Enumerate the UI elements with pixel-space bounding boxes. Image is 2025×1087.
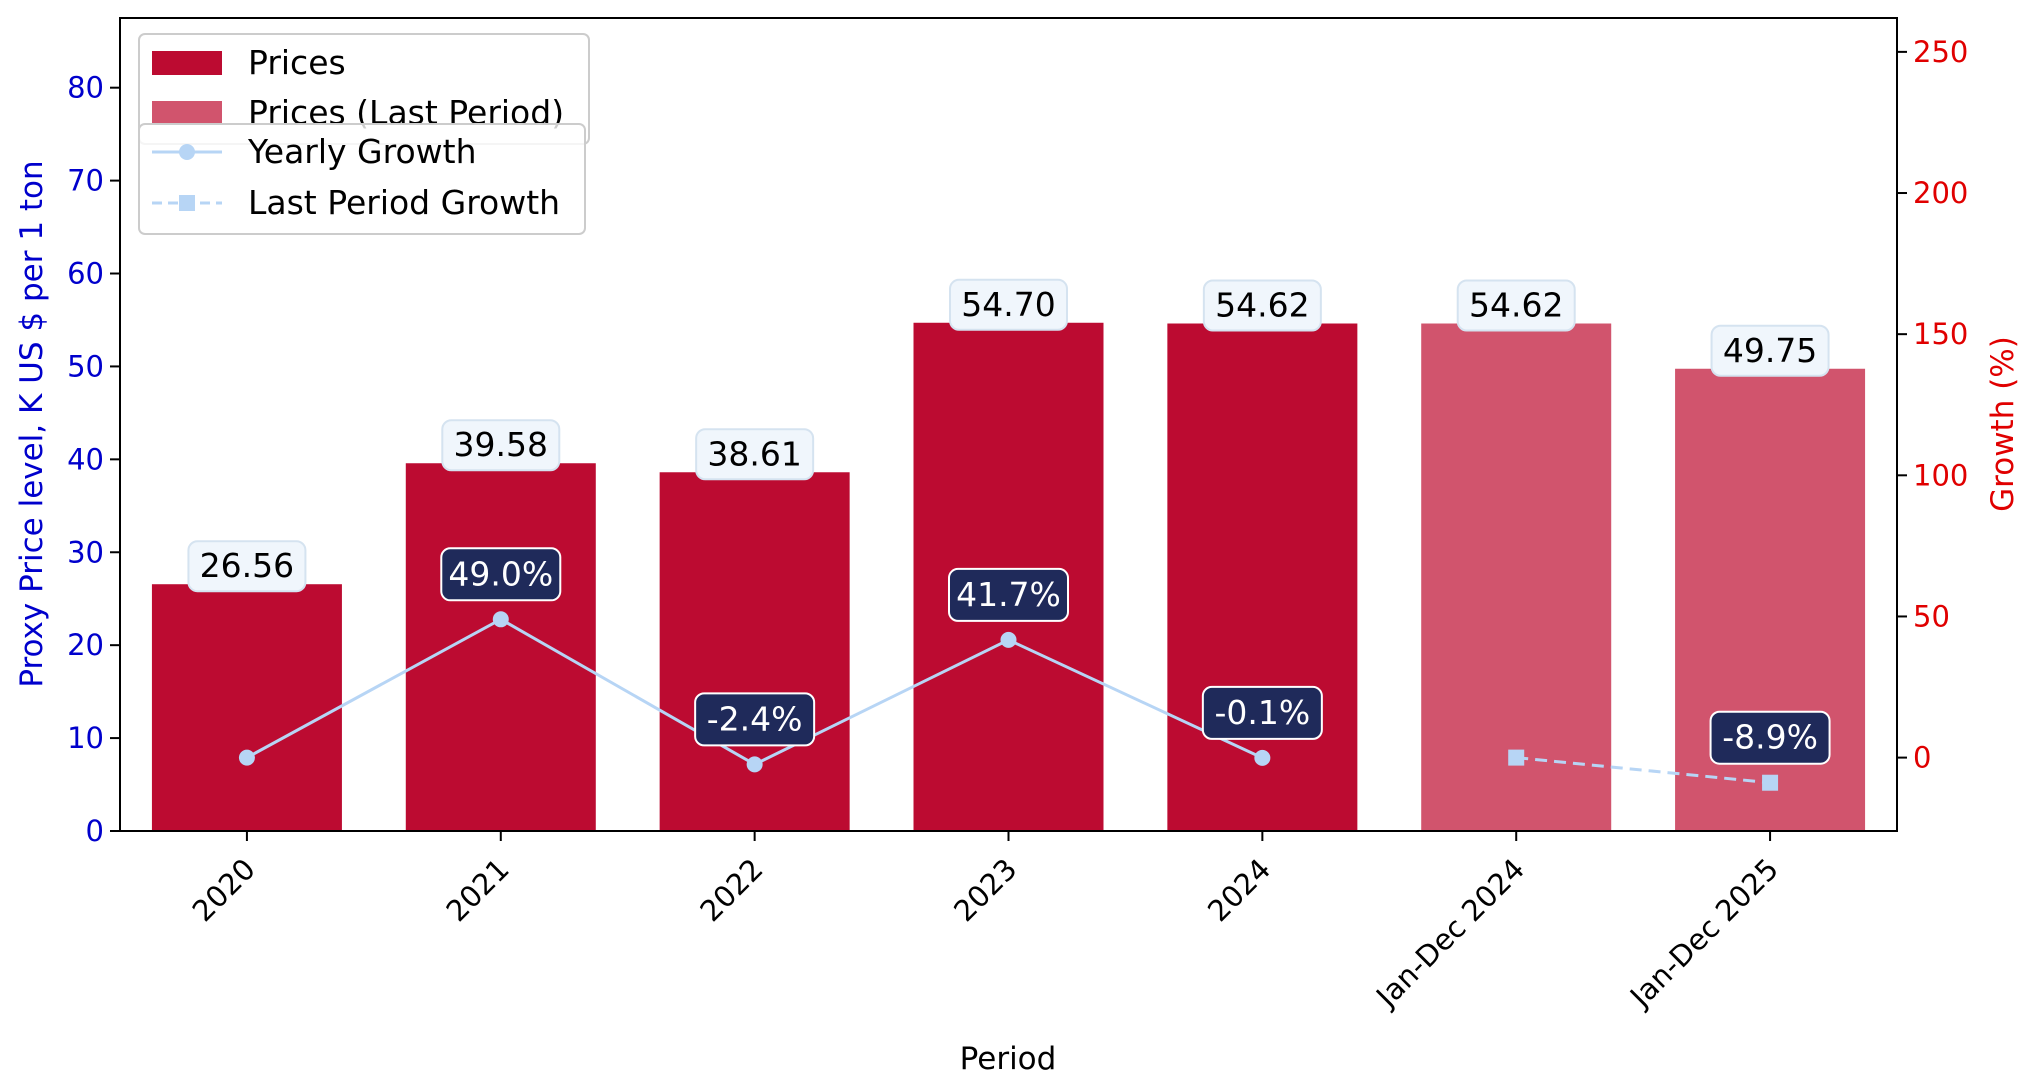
- y2-tick-label: 100: [1913, 458, 1968, 492]
- price-label-box: [695, 428, 815, 481]
- y-tick-label: 50: [67, 349, 104, 383]
- price-label: 26.56: [200, 546, 294, 585]
- bar: [151, 584, 342, 831]
- growth-label-box: [440, 547, 562, 602]
- price-label: 38.61: [707, 434, 801, 473]
- x-axis-title: Period: [960, 1041, 1057, 1077]
- y-tick-label: 40: [67, 442, 104, 476]
- growth-point: [1000, 631, 1017, 648]
- x-tick-label: 2021: [440, 852, 516, 928]
- growth-label: -8.9%: [1722, 718, 1818, 757]
- y2-tick-label: 150: [1913, 317, 1968, 351]
- bar: [405, 463, 596, 831]
- growth-point: [238, 749, 255, 766]
- price-label: 54.62: [1469, 286, 1563, 325]
- y-tick-label: 30: [67, 535, 104, 569]
- legend-label-yearly: Yearly Growth: [247, 132, 477, 171]
- y2-tick-label: 250: [1913, 35, 1968, 69]
- bar: [1167, 323, 1358, 831]
- growth-label: -2.4%: [707, 699, 803, 738]
- y-tick-label: 70: [67, 164, 104, 198]
- growth-label-box: [948, 567, 1069, 622]
- legend-lines-frame: [138, 123, 586, 235]
- x-tick-label: 2024: [1201, 852, 1277, 928]
- y-tick-label: 10: [67, 721, 104, 755]
- legend-swatch-prices-last: [152, 101, 222, 125]
- price-label: 49.75: [1723, 331, 1817, 370]
- growth-point: [492, 611, 509, 628]
- y-tick-label: 20: [67, 628, 104, 662]
- growth-line: [1516, 756, 1771, 785]
- x-axis: 2020 2021 2022 2023 2024 Jan-Dec 2024 Jan-Dec …: [186, 831, 1785, 1015]
- growth-label-box: [1709, 710, 1831, 765]
- y2-tick-label: 200: [1913, 176, 1968, 210]
- legend-label-prices: Prices: [248, 43, 346, 82]
- growth-point: [1254, 749, 1271, 766]
- legend-marker-yearly: [179, 144, 195, 160]
- growth-label: -0.1%: [1214, 693, 1310, 732]
- legend-swatch-prices: [152, 51, 222, 75]
- bars: [151, 322, 1866, 831]
- data-labels: 26.56 39.58 38.61 54.70 54.62 54.62 49.75 49.0%…: [187, 278, 1831, 765]
- bar: [1421, 323, 1612, 831]
- growth-label: 49.0%: [448, 554, 553, 593]
- y-tick-label: 80: [67, 71, 104, 105]
- growth-lines: [238, 611, 1779, 791]
- growth-point: [1508, 749, 1525, 766]
- price-label-box: [1202, 279, 1322, 332]
- growth-label: 41.7%: [956, 575, 1061, 614]
- x-tick-label: Jan-Dec 2024: [1368, 852, 1531, 1015]
- price-label: 39.58: [454, 425, 548, 464]
- x-tick-label: 2023: [947, 852, 1023, 928]
- growth-point: [1762, 774, 1779, 791]
- x-tick-label: 2020: [186, 852, 262, 928]
- y-tick-label: 60: [67, 257, 104, 291]
- price-label-box: [187, 540, 307, 593]
- growth-label-box: [1201, 685, 1323, 740]
- y2-tick-label: 50: [1913, 599, 1950, 633]
- y2-axis-title: Growth (%): [1985, 336, 2021, 512]
- price-label-box: [1710, 324, 1830, 377]
- price-label-box: [441, 419, 561, 472]
- left-axis: 0 10 20 30 40 50 60 70 80: [67, 71, 120, 848]
- y-tick-label: 0: [86, 814, 104, 848]
- legend-label-last: Last Period Growth: [248, 183, 560, 222]
- y-axis-title: Proxy Price level, K US $ per 1 ton: [14, 160, 50, 687]
- growth-label-box: [694, 692, 816, 747]
- bar: [659, 472, 850, 831]
- legend-lines: Yearly Growth Last Period Growth: [138, 123, 586, 235]
- price-label-box: [949, 278, 1068, 331]
- right-axis: 0 50 100 150 200 250: [1897, 35, 1968, 775]
- y2-tick-label: 0: [1913, 741, 1931, 775]
- price-label: 54.62: [1215, 286, 1309, 325]
- x-tick-label: 2022: [693, 852, 769, 928]
- growth-point: [746, 756, 763, 773]
- price-label: 54.70: [961, 285, 1055, 324]
- price-label-box: [1456, 279, 1576, 332]
- x-tick-label: Jan-Dec 2025: [1622, 852, 1785, 1015]
- legend-marker-last: [179, 195, 195, 211]
